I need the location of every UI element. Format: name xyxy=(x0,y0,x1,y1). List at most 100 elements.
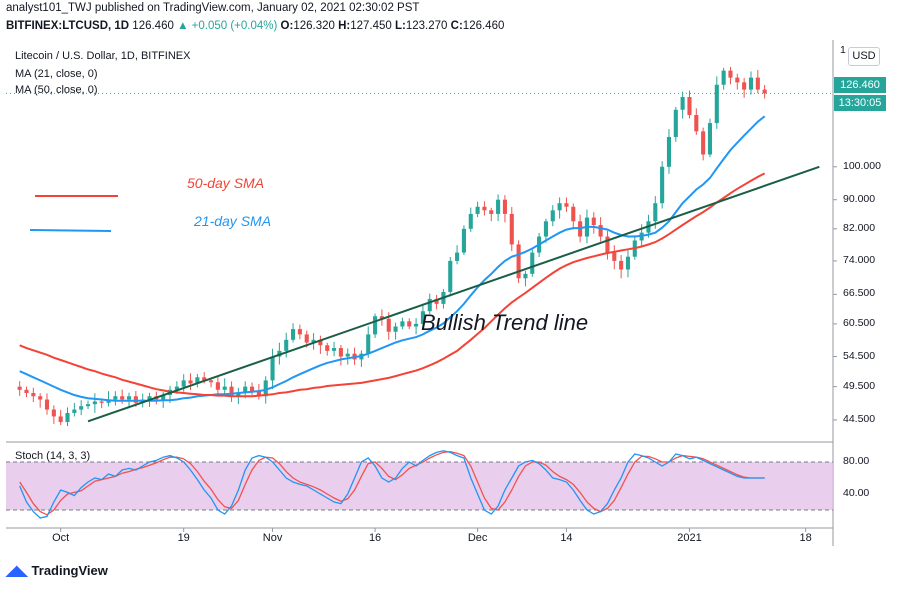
stoch-ytick-label: 80.00 xyxy=(843,455,870,467)
price-change: ▲ +0.050 (+0.04%) xyxy=(177,20,278,32)
candle xyxy=(687,97,692,116)
candle xyxy=(694,115,699,132)
candle xyxy=(427,299,432,312)
candle xyxy=(161,394,166,400)
stoch-ytick-label: 40.00 xyxy=(843,487,870,499)
candle xyxy=(653,203,658,222)
trend-line-annotation: Bullish Trend line xyxy=(421,310,589,335)
candle xyxy=(448,260,453,292)
candle xyxy=(571,206,576,222)
candle xyxy=(72,409,77,413)
candle xyxy=(386,318,391,332)
candle xyxy=(366,334,371,354)
candle xyxy=(332,348,337,351)
candle xyxy=(92,401,97,405)
ytick-label: 54.500 xyxy=(843,349,876,362)
candle xyxy=(755,77,760,90)
candle xyxy=(24,389,29,394)
candle xyxy=(284,339,289,351)
high-value: 127.450 xyxy=(350,20,392,32)
candle xyxy=(174,386,179,390)
stoch-legend[interactable]: Stoch (14, 3, 3) xyxy=(15,450,91,462)
candle xyxy=(714,84,719,124)
candle xyxy=(550,210,555,222)
candle xyxy=(291,329,296,340)
xtick-label: 16 xyxy=(368,532,382,544)
publish-info: analyst101_TWJ published on TradingView.… xyxy=(6,2,420,14)
ytick-label: 82.000 xyxy=(843,221,876,234)
ytick-label: 90.000 xyxy=(843,192,876,205)
stoch-d-line xyxy=(19,450,765,516)
candle xyxy=(270,356,275,381)
currency-button[interactable]: USD xyxy=(848,47,880,66)
candle xyxy=(113,396,118,400)
candle xyxy=(735,77,740,83)
last-price-tag: 126.460 xyxy=(834,77,886,93)
sma21-annotation: 21-day SMA xyxy=(194,213,272,229)
tradingview-logo[interactable]: ◢◣ TradingView xyxy=(6,562,108,579)
candle xyxy=(530,252,535,274)
candle xyxy=(516,244,521,279)
candle xyxy=(721,70,726,85)
candle xyxy=(468,213,473,229)
candle xyxy=(728,70,733,78)
candle xyxy=(243,386,248,394)
candle xyxy=(496,199,501,214)
candle xyxy=(475,206,480,214)
sma21-legend-line xyxy=(29,229,112,232)
trend-line xyxy=(87,165,820,423)
candle xyxy=(311,339,316,343)
candle xyxy=(680,97,685,110)
xtick-label: 14 xyxy=(560,532,573,544)
candle xyxy=(502,199,507,214)
candle xyxy=(701,131,706,155)
symbol-ohlc-bar: BITFINEX:LTCUSD, 1D 126.460 ▲ +0.050 (+0… xyxy=(6,20,504,32)
sma50-annotation: 50-day SMA xyxy=(187,175,265,191)
symbol-label[interactable]: BITFINEX:LTCUSD, 1D xyxy=(6,20,130,32)
candle xyxy=(762,89,767,94)
open-label: O: xyxy=(280,20,294,32)
candle xyxy=(181,380,186,387)
ma50-legend[interactable]: MA (50, close, 0) xyxy=(15,84,98,96)
xtick-label: Dec xyxy=(467,532,488,544)
candle xyxy=(202,377,207,381)
candle xyxy=(58,416,63,423)
ytick-label: 49.500 xyxy=(843,379,876,392)
close-value: 126.460 xyxy=(462,20,505,32)
candle xyxy=(455,252,460,261)
candle xyxy=(707,123,713,155)
candle xyxy=(222,386,227,390)
ma21-legend[interactable]: MA (21, close, 0) xyxy=(15,68,98,80)
candle xyxy=(44,399,50,410)
candle xyxy=(345,353,350,357)
candle xyxy=(420,311,425,324)
candle xyxy=(79,406,84,410)
candle xyxy=(673,109,678,137)
candle xyxy=(304,334,309,343)
stoch-k-line xyxy=(19,450,765,519)
low-value: 123.270 xyxy=(405,20,448,32)
candle xyxy=(591,217,596,226)
candle xyxy=(147,396,152,400)
candle xyxy=(195,377,200,384)
countdown-tag: 13:30:05 xyxy=(834,95,886,111)
candle xyxy=(99,401,104,403)
candle xyxy=(379,316,384,319)
candle xyxy=(557,203,562,211)
brand-name: TradingView xyxy=(31,563,108,578)
candle xyxy=(461,228,466,253)
candle xyxy=(414,323,419,327)
candle xyxy=(543,221,548,237)
candle xyxy=(38,396,43,400)
candle xyxy=(263,380,268,397)
stoch-band xyxy=(6,462,833,510)
candle xyxy=(509,213,514,245)
ma50-line xyxy=(19,172,766,398)
chart-title-legend[interactable]: Litecoin / U.S. Dollar, 1D, BITFINEX xyxy=(15,50,191,62)
candle xyxy=(742,82,747,90)
xtick-label: 19 xyxy=(177,532,190,544)
high-label: H: xyxy=(338,20,351,32)
low-label: L: xyxy=(395,20,406,32)
candle xyxy=(325,345,330,351)
